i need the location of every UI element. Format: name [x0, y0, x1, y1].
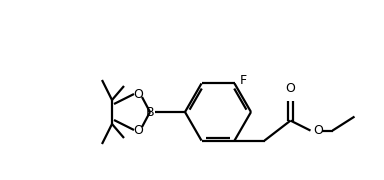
- Text: O: O: [313, 124, 323, 137]
- Text: O: O: [133, 87, 143, 100]
- Text: O: O: [286, 82, 295, 94]
- Text: B: B: [146, 105, 154, 118]
- Text: F: F: [240, 74, 247, 87]
- Text: O: O: [133, 123, 143, 136]
